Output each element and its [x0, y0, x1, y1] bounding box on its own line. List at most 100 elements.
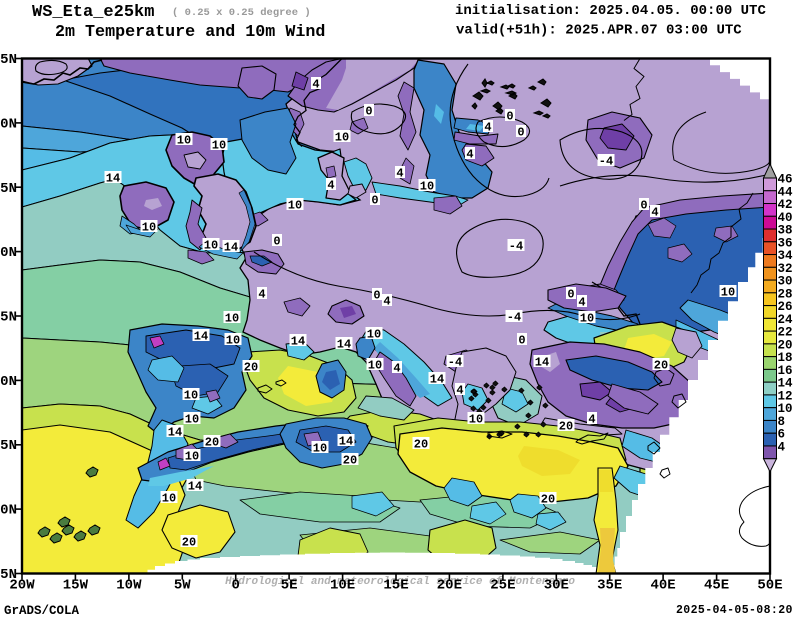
- svg-text:60N: 60N: [0, 116, 17, 132]
- svg-text:0: 0: [373, 289, 380, 303]
- svg-text:28: 28: [778, 287, 793, 301]
- svg-text:20: 20: [654, 359, 668, 373]
- svg-text:-4: -4: [509, 240, 523, 254]
- svg-text:30E: 30E: [544, 578, 569, 594]
- svg-text:25E: 25E: [490, 578, 515, 594]
- svg-text:46: 46: [778, 173, 793, 187]
- svg-text:10: 10: [177, 134, 191, 148]
- svg-text:4: 4: [327, 179, 334, 193]
- svg-text:40: 40: [778, 211, 793, 225]
- svg-text:10: 10: [367, 328, 381, 342]
- svg-text:24: 24: [778, 313, 794, 327]
- svg-text:34: 34: [778, 249, 794, 263]
- svg-text:-4: -4: [448, 356, 462, 370]
- svg-text:0: 0: [517, 126, 524, 140]
- svg-text:10: 10: [225, 312, 239, 326]
- svg-text:14: 14: [194, 330, 208, 344]
- svg-text:20: 20: [559, 420, 573, 434]
- svg-text:12: 12: [778, 389, 793, 403]
- svg-text:-4: -4: [599, 155, 613, 169]
- svg-text:45E: 45E: [704, 578, 729, 594]
- svg-text:42: 42: [778, 198, 793, 212]
- svg-text:GrADS/COLA: GrADS/COLA: [4, 604, 80, 618]
- svg-text:4: 4: [778, 441, 786, 455]
- svg-text:0: 0: [273, 235, 280, 249]
- svg-text:0: 0: [231, 578, 239, 594]
- svg-text:0: 0: [518, 334, 525, 348]
- svg-text:22: 22: [778, 326, 793, 340]
- svg-text:4: 4: [258, 288, 265, 302]
- svg-text:4: 4: [396, 167, 403, 181]
- svg-text:10: 10: [184, 389, 198, 403]
- svg-text:10: 10: [368, 359, 382, 373]
- svg-text:4: 4: [588, 413, 595, 427]
- svg-text:26: 26: [778, 300, 793, 314]
- svg-text:32: 32: [778, 262, 793, 276]
- svg-text:10: 10: [420, 180, 434, 194]
- svg-text:4: 4: [484, 121, 491, 135]
- svg-text:10: 10: [185, 450, 199, 464]
- svg-text:10: 10: [288, 199, 302, 213]
- svg-text:0: 0: [506, 110, 513, 124]
- svg-text:0: 0: [365, 105, 372, 119]
- svg-text:10E: 10E: [330, 578, 355, 594]
- svg-text:20: 20: [343, 454, 357, 468]
- svg-text:4: 4: [651, 206, 658, 220]
- svg-text:25N: 25N: [0, 567, 17, 583]
- svg-text:65N: 65N: [0, 52, 17, 68]
- svg-text:30N: 30N: [0, 503, 17, 519]
- svg-text:14: 14: [106, 172, 120, 186]
- svg-text:initialisation: 2025.04.05. 0: initialisation: 2025.04.05. 00:00 UTC: [455, 3, 766, 19]
- svg-text:36: 36: [778, 236, 793, 250]
- svg-text:20: 20: [778, 338, 793, 352]
- svg-text:10: 10: [162, 492, 176, 506]
- svg-text:35N: 35N: [0, 438, 17, 454]
- svg-text:20: 20: [414, 438, 428, 452]
- svg-text:10: 10: [778, 402, 793, 416]
- svg-text:4: 4: [456, 384, 463, 398]
- svg-text:14: 14: [535, 356, 549, 370]
- svg-text:10: 10: [580, 312, 594, 326]
- svg-text:40N: 40N: [0, 374, 17, 390]
- svg-text:( 0.25 x 0.25 degree ): ( 0.25 x 0.25 degree ): [172, 7, 311, 19]
- svg-text:10: 10: [212, 139, 226, 153]
- svg-text:14: 14: [337, 338, 351, 352]
- svg-text:15E: 15E: [383, 578, 408, 594]
- svg-text:44: 44: [778, 185, 794, 199]
- svg-text:20W: 20W: [9, 578, 35, 594]
- svg-text:10: 10: [226, 334, 240, 348]
- svg-text:20: 20: [541, 493, 555, 507]
- svg-text:2m Temperature and 10m Wind: 2m Temperature and 10m Wind: [55, 23, 325, 42]
- svg-text:10: 10: [721, 286, 735, 300]
- svg-text:Hydrological and meteorologica: Hydrological and meteorological service …: [225, 576, 575, 588]
- svg-text:10: 10: [335, 131, 349, 145]
- svg-text:30: 30: [778, 275, 793, 289]
- svg-text:40E: 40E: [650, 578, 675, 594]
- svg-text:-4: -4: [507, 311, 521, 325]
- svg-text:20: 20: [182, 536, 196, 550]
- svg-text:4: 4: [383, 295, 390, 309]
- svg-text:0: 0: [567, 288, 574, 302]
- svg-text:14: 14: [224, 241, 238, 255]
- svg-text:4: 4: [578, 296, 585, 310]
- svg-text:4: 4: [466, 148, 473, 162]
- svg-text:20E: 20E: [437, 578, 462, 594]
- svg-text:0: 0: [640, 199, 647, 213]
- svg-text:10: 10: [185, 413, 199, 427]
- svg-text:4: 4: [312, 78, 319, 92]
- svg-text:18: 18: [778, 351, 793, 365]
- svg-text:0: 0: [371, 194, 378, 208]
- svg-text:10: 10: [142, 221, 156, 235]
- svg-text:5W: 5W: [174, 578, 191, 594]
- svg-text:valid(+51h): 2025.APR.07 03:0: valid(+51h): 2025.APR.07 03:00 UTC: [456, 23, 742, 39]
- svg-text:2025-04-05-08:20: 2025-04-05-08:20: [676, 604, 793, 617]
- svg-text:35E: 35E: [597, 578, 622, 594]
- svg-text:20: 20: [205, 436, 219, 450]
- svg-text:16: 16: [778, 364, 793, 378]
- svg-text:38: 38: [778, 224, 793, 238]
- svg-text:55N: 55N: [0, 181, 17, 197]
- svg-text:14: 14: [188, 480, 202, 494]
- svg-text:50E: 50E: [757, 578, 782, 594]
- svg-text:10W: 10W: [116, 578, 142, 594]
- svg-text:20: 20: [244, 361, 258, 375]
